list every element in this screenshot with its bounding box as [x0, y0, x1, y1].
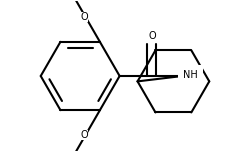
Text: NH: NH	[183, 70, 198, 80]
Text: O: O	[148, 31, 156, 41]
Text: O: O	[81, 130, 88, 140]
Text: O: O	[81, 12, 88, 22]
